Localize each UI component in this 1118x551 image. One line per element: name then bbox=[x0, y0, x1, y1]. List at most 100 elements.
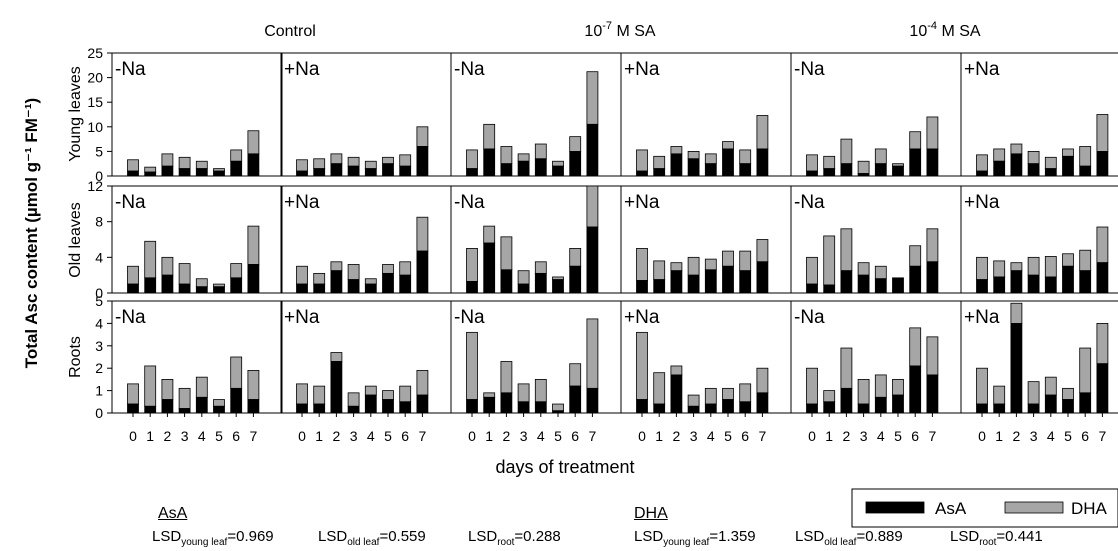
asa-bar bbox=[534, 272, 547, 294]
asa-bar bbox=[399, 401, 412, 414]
asa-bar bbox=[1010, 322, 1023, 414]
y-tick-label-row3: 3 bbox=[95, 338, 103, 354]
dha-bar bbox=[806, 367, 818, 405]
x-tick-label: 7 bbox=[759, 428, 767, 444]
dha-bar bbox=[552, 160, 564, 167]
dha-bar bbox=[382, 156, 394, 165]
x-tick-label: 5 bbox=[894, 428, 902, 444]
x-tick-label: 5 bbox=[384, 428, 392, 444]
x-tick-label: 0 bbox=[298, 428, 306, 444]
asa-bar bbox=[296, 403, 308, 414]
asa-lsd-old-leaf: LSDold leaf=0.559 bbox=[318, 528, 426, 548]
asa-bar bbox=[892, 394, 904, 414]
legend-label-asa: AsA bbox=[935, 499, 967, 518]
panel-label: -Na bbox=[794, 192, 825, 213]
dha-bar bbox=[670, 365, 683, 376]
dha-bar bbox=[552, 276, 564, 281]
asa-bar bbox=[636, 399, 648, 414]
dha-bar bbox=[909, 245, 922, 267]
asa-bar bbox=[670, 270, 683, 294]
dha-bar bbox=[756, 367, 769, 394]
dha-bar bbox=[739, 149, 752, 165]
dha-bar bbox=[416, 370, 429, 396]
x-tick-label: 0 bbox=[978, 428, 986, 444]
asa-bar bbox=[687, 158, 700, 177]
x-tick-label: 4 bbox=[1047, 428, 1055, 444]
dha-bar bbox=[161, 256, 174, 276]
dha-bar bbox=[144, 365, 157, 407]
asa-bar bbox=[296, 283, 308, 294]
asa-bar bbox=[722, 265, 734, 294]
x-tick-label: 2 bbox=[333, 428, 341, 444]
dha-bar bbox=[517, 270, 530, 285]
dha-bar bbox=[161, 378, 174, 400]
dha-bar bbox=[552, 403, 564, 412]
panel-label: +Na bbox=[284, 59, 320, 80]
dha-bar bbox=[857, 160, 870, 174]
x-tick-label: 2 bbox=[1013, 428, 1021, 444]
row-label-1: Young leaves bbox=[67, 66, 84, 162]
x-axis-title: days of treatment bbox=[495, 457, 634, 477]
dha-bar bbox=[483, 225, 496, 244]
dha-bar bbox=[722, 250, 734, 267]
y-tick-label-row1: 10 bbox=[87, 119, 103, 135]
asa-bar bbox=[926, 261, 939, 294]
dha-bar bbox=[976, 367, 988, 405]
dha-bar bbox=[466, 149, 478, 170]
asa-bar bbox=[926, 374, 939, 414]
asa-bar bbox=[653, 279, 666, 294]
dha-bar bbox=[127, 159, 139, 172]
panel-label: +Na bbox=[624, 307, 660, 328]
asa-bar bbox=[1079, 392, 1092, 414]
asa-bar bbox=[1027, 403, 1040, 414]
y-tick-label-row3: 5 bbox=[95, 293, 103, 309]
asa-bar bbox=[586, 226, 599, 294]
asa-lsd-young-leaf: LSDyoung leaf=0.969 bbox=[152, 528, 274, 548]
asa-bar bbox=[144, 171, 157, 177]
x-tick-label: 2 bbox=[843, 428, 851, 444]
dha-bar bbox=[704, 387, 717, 405]
asa-bar bbox=[364, 394, 377, 414]
asa-bar bbox=[483, 148, 496, 177]
dha-bar bbox=[500, 236, 513, 271]
dha-bar bbox=[1079, 347, 1092, 394]
dha-lsd-old-leaf: LSDold leaf=0.889 bbox=[795, 528, 903, 548]
dha-bar bbox=[874, 148, 887, 165]
x-tick-label: 5 bbox=[1064, 428, 1072, 444]
dha-bar bbox=[347, 392, 360, 407]
dha-bar bbox=[840, 228, 853, 272]
dha-bar bbox=[926, 228, 939, 263]
column-title-1: Control bbox=[264, 23, 316, 40]
dha-bar bbox=[330, 352, 343, 362]
asa-bar bbox=[552, 279, 564, 294]
asa-bar bbox=[195, 396, 208, 414]
dha-bar bbox=[347, 264, 360, 281]
asa-bar bbox=[364, 283, 377, 294]
asa-bar bbox=[857, 173, 870, 177]
panel-label: -Na bbox=[115, 307, 146, 328]
asa-bar bbox=[840, 387, 853, 414]
asa-bar bbox=[195, 286, 208, 294]
dha-bar bbox=[586, 318, 599, 389]
panel-label: -Na bbox=[794, 59, 825, 80]
dha-bar bbox=[586, 185, 599, 228]
y-tick-label-row2: 8 bbox=[95, 214, 103, 230]
dha-bar bbox=[823, 235, 836, 286]
dha-bar bbox=[195, 278, 208, 288]
x-tick-label: 2 bbox=[673, 428, 681, 444]
asa-bar bbox=[144, 405, 157, 414]
y-tick-label-row3: 4 bbox=[95, 315, 103, 331]
dha-bar bbox=[739, 250, 752, 272]
asa-bar bbox=[687, 274, 700, 294]
asa-bar bbox=[687, 405, 700, 414]
asa-bar bbox=[806, 403, 818, 414]
row-label-3: Roots bbox=[67, 336, 84, 378]
dha-lsd-heading: DHA bbox=[634, 505, 668, 522]
asa-bar bbox=[161, 274, 174, 294]
dha-bar bbox=[1096, 114, 1109, 152]
asa-bar bbox=[976, 403, 988, 414]
x-tick-label: 3 bbox=[520, 428, 528, 444]
dha-bar bbox=[213, 399, 225, 407]
dha-bar bbox=[534, 378, 547, 403]
dha-bar bbox=[756, 115, 769, 150]
